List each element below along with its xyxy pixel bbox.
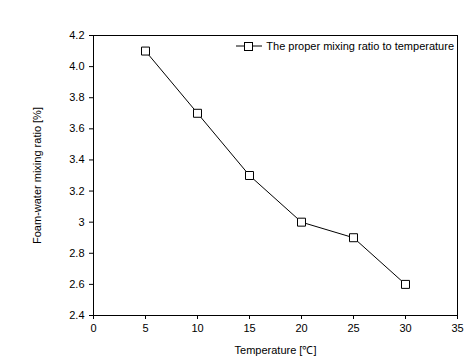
svg-text:3.6: 3.6 bbox=[69, 122, 84, 134]
svg-text:35: 35 bbox=[451, 322, 463, 334]
svg-text:Temperature [℃]: Temperature [℃] bbox=[235, 344, 317, 356]
svg-text:4.0: 4.0 bbox=[69, 60, 84, 72]
html-text:The proper mixing ratio to tem: The proper mixing ratio to temperature bbox=[266, 40, 454, 52]
svg-text:2.6: 2.6 bbox=[69, 278, 84, 290]
svg-text:3: 3 bbox=[78, 216, 84, 228]
svg-text:2.4: 2.4 bbox=[69, 309, 84, 321]
svg-text:4.2: 4.2 bbox=[69, 29, 84, 41]
svg-text:10: 10 bbox=[191, 322, 203, 334]
svg-text:2.8: 2.8 bbox=[69, 247, 84, 259]
svg-text:3.2: 3.2 bbox=[69, 185, 84, 197]
svg-text:20: 20 bbox=[295, 322, 307, 334]
svg-text:0: 0 bbox=[90, 322, 96, 334]
svg-text:15: 15 bbox=[243, 322, 255, 334]
svg-text:3.8: 3.8 bbox=[69, 91, 84, 103]
svg-text:25: 25 bbox=[347, 322, 359, 334]
svg-text:5: 5 bbox=[142, 322, 148, 334]
svg-text:3.4: 3.4 bbox=[69, 153, 84, 165]
svg-text:Foam-water mixing ratio [%]: Foam-water mixing ratio [%] bbox=[31, 107, 43, 244]
svg-text:30: 30 bbox=[399, 322, 411, 334]
